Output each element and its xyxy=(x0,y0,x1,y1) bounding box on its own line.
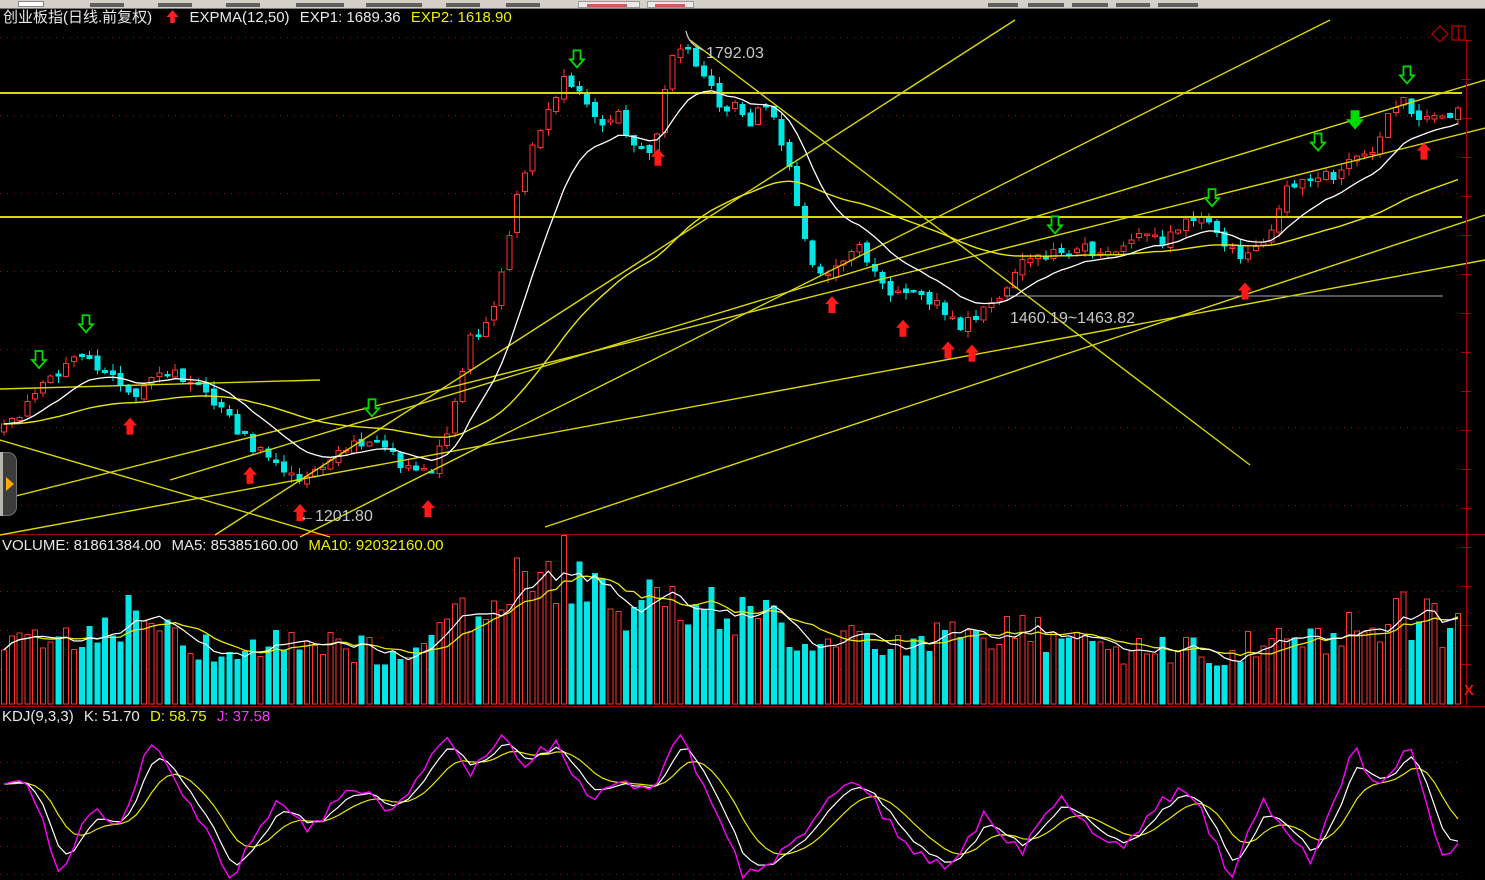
quote-button[interactable] xyxy=(578,1,640,8)
sidebar-expand-tab[interactable] xyxy=(0,452,17,516)
candlesticks xyxy=(1,43,1461,489)
right-axis xyxy=(1461,39,1472,706)
kdj-k-value: K: 51.70 xyxy=(83,708,140,725)
volume-ma10-value: MA10: 92032160.00 xyxy=(308,537,444,554)
menu-item[interactable] xyxy=(988,3,1018,7)
buy-signal-icon xyxy=(166,9,179,28)
menu-icon[interactable] xyxy=(18,1,44,7)
menu-item[interactable] xyxy=(296,3,344,7)
menu-item[interactable] xyxy=(446,3,480,7)
exp2-value: EXP2: 1618.90 xyxy=(410,9,512,26)
menu-item[interactable] xyxy=(1072,3,1108,7)
indicator-name[interactable]: EXPMA(12,50) xyxy=(189,9,290,26)
menu-item[interactable] xyxy=(226,3,260,7)
drawing-tool-rect-icon[interactable] xyxy=(1451,25,1466,41)
menu-item[interactable] xyxy=(90,3,124,7)
volume-ma5-value: MA5: 85385160.00 xyxy=(171,537,299,554)
quote-button[interactable] xyxy=(647,1,694,8)
volume-pane-header: VOLUME: 81861384.00 MA5: 85385160.00 MA1… xyxy=(2,537,450,554)
volume-value: VOLUME: 81861384.00 xyxy=(2,537,162,554)
annotation-low: ←1201.80 xyxy=(299,508,373,525)
menu-bar[interactable] xyxy=(0,0,1485,9)
exp1-value: EXP1: 1689.36 xyxy=(299,9,401,26)
high-annotation-leader xyxy=(685,30,704,51)
sidebar-rail xyxy=(0,452,4,516)
kdj-j-value: J: 37.58 xyxy=(216,708,271,725)
trendlines[interactable] xyxy=(0,19,1485,538)
menu-item[interactable] xyxy=(1158,3,1198,7)
expand-arrow-icon xyxy=(6,477,14,491)
drawing-tool-diamond-icon[interactable] xyxy=(1430,24,1450,44)
symbol-title: 创业板指(日线.前复权) xyxy=(3,9,153,26)
menu-item[interactable] xyxy=(158,3,192,7)
kdj-pane-header: KDJ(9,3,3) K: 51.70 D: 58.75 J: 37.58 xyxy=(2,708,276,725)
menu-item[interactable] xyxy=(506,3,540,7)
kdj-indicator-name[interactable]: KDJ(9,3,3) xyxy=(2,708,74,725)
annotation-high: 1792.03 xyxy=(706,45,764,62)
kdj-d-value: D: 58.75 xyxy=(149,708,207,725)
main-pane-header: 创业板指(日线.前复权) EXPMA(12,50) EXP1: 1689.36 … xyxy=(3,9,518,28)
grid-lines xyxy=(0,37,1485,875)
kdj-pane xyxy=(3,733,1459,880)
signal-arrows xyxy=(30,49,1431,522)
menu-item[interactable] xyxy=(366,3,422,7)
delete-marker-x[interactable]: X xyxy=(1464,682,1475,699)
menu-item[interactable] xyxy=(1116,3,1150,7)
volume-pane xyxy=(1,535,1461,705)
expma-lines xyxy=(3,90,1459,462)
menu-item[interactable] xyxy=(1028,3,1064,7)
annotation-range: 1460.19~1463.82 xyxy=(1010,310,1135,327)
